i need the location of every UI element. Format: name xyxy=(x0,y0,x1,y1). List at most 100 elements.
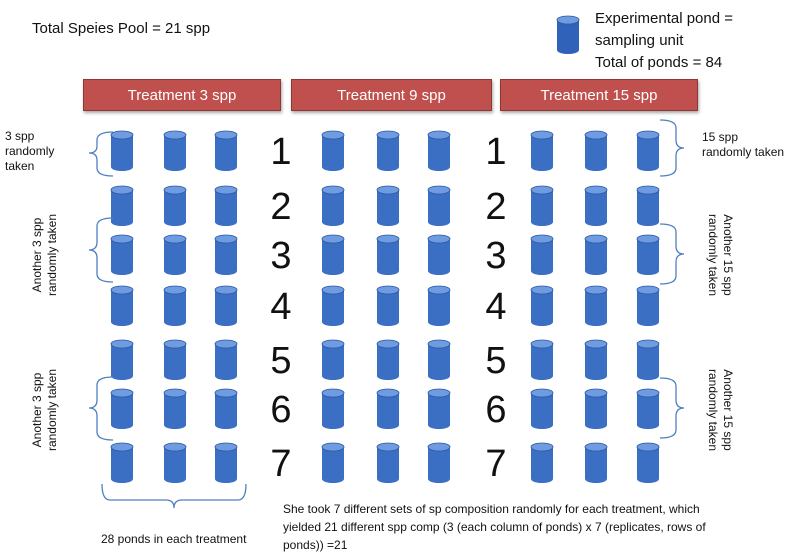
pond-t3-r6-c1 xyxy=(530,388,554,430)
pond-t1-r5-c1 xyxy=(110,339,134,381)
pond-t1-r3-c2 xyxy=(163,234,187,276)
pond-t2-r6-c3 xyxy=(427,388,451,430)
left-bot-line-2: randomly taken xyxy=(45,368,59,452)
pond-t2-r3-c3 xyxy=(427,234,451,276)
pond-t1-r1-c3 xyxy=(214,130,238,172)
row-number-4: 4 xyxy=(270,286,292,328)
pond-t1-r4-c2 xyxy=(163,285,187,327)
pond-t3-r3-c1 xyxy=(530,234,554,276)
pond-t2-r4-c3 xyxy=(427,285,451,327)
pond-t2-r1-c3 xyxy=(427,130,451,172)
pond-t1-r3-c3 xyxy=(214,234,238,276)
left-top-line-2: taken xyxy=(5,159,35,173)
pond-t3-r2-c2 xyxy=(584,185,608,227)
pond-t3-r2-c3 xyxy=(636,185,660,227)
pond-t1-r5-c3 xyxy=(214,339,238,381)
pond-t3-r1-c2 xyxy=(584,130,608,172)
pond-t3-r4-c3 xyxy=(636,285,660,327)
pond-t2-r4-c2 xyxy=(376,285,400,327)
treatment-3spp-header: Treatment 3 spp xyxy=(83,79,281,111)
right-top-line-2: randomly taken xyxy=(702,145,785,159)
pond-t1-r2-c1 xyxy=(110,185,134,227)
pond-t3-r3-c3 xyxy=(636,234,660,276)
pond-t1-r4-c1 xyxy=(110,285,134,327)
legend-line-3: Total of ponds = 84 xyxy=(595,54,723,71)
pond-t1-r7-c3 xyxy=(214,442,238,484)
right-top-bracket xyxy=(659,119,685,177)
pond-t3-r5-c3 xyxy=(636,339,660,381)
pond-t3-r3-c2 xyxy=(584,234,608,276)
pond-t1-r7-c2 xyxy=(163,442,187,484)
left-top-bracket xyxy=(88,131,114,177)
pond-t3-r1-c1 xyxy=(530,130,554,172)
pond-t3-r4-c1 xyxy=(530,285,554,327)
right-bot-line-2: randomly taken xyxy=(706,368,720,452)
left-bot-line-1: Another 3 spp xyxy=(30,372,44,448)
pond-t3-r7-c3 xyxy=(636,442,660,484)
row-number-2: 2 xyxy=(485,186,507,228)
row-number-3: 3 xyxy=(270,235,292,277)
pond-t1-r4-c3 xyxy=(214,285,238,327)
row-number-6: 6 xyxy=(270,389,292,431)
row-number-3: 3 xyxy=(485,235,507,277)
right-mid-line-1: Another 15 spp xyxy=(721,214,735,296)
legend-pond-icon xyxy=(556,15,580,55)
bottom-explanation-line-1: She took 7 different sets of sp composit… xyxy=(283,502,700,516)
pond-t1-r5-c2 xyxy=(163,339,187,381)
pond-t2-r5-c1 xyxy=(321,339,345,381)
row-number-2: 2 xyxy=(270,186,292,228)
pond-t3-r7-c2 xyxy=(584,442,608,484)
left-mid-line-1: Another 3 spp xyxy=(30,217,44,293)
bottom-explanation-line-3: ponds)) =21 xyxy=(283,538,348,552)
row-number-7: 7 xyxy=(270,443,292,485)
legend-text: Experimental pond = sampling unit Total … xyxy=(595,8,733,74)
left-mid-bracket xyxy=(88,217,114,283)
left-mid-line-2: randomly taken xyxy=(45,213,59,297)
row-number-6: 6 xyxy=(485,389,507,431)
pond-t3-r6-c2 xyxy=(584,388,608,430)
legend-line-1: Experimental pond = xyxy=(595,10,734,27)
pond-t2-r1-c2 xyxy=(376,130,400,172)
pond-t1-r2-c2 xyxy=(163,185,187,227)
pond-t1-r6-c2 xyxy=(163,388,187,430)
right-bot-line-1: Another 15 spp xyxy=(721,369,735,451)
left-top-line-1: 3 spp randomly xyxy=(5,129,55,158)
bottom-explanation-line-2: yielded 21 different spp comp (3 (each c… xyxy=(283,520,706,534)
pond-cylinder-icon xyxy=(556,15,580,54)
pond-t2-r6-c1 xyxy=(321,388,345,430)
right-top-line-1: 15 spp xyxy=(702,130,739,144)
left-mid-annotation: Another 3 spp randomly taken xyxy=(30,200,60,310)
pond-t2-r2-c3 xyxy=(427,185,451,227)
left-bot-annotation: Another 3 spp randomly taken xyxy=(30,355,60,465)
pond-t2-r4-c1 xyxy=(321,285,345,327)
pond-t3-r6-c3 xyxy=(636,388,660,430)
pond-t2-r6-c2 xyxy=(376,388,400,430)
right-mid-annotation: Another 15 spp randomly taken xyxy=(705,200,735,310)
pond-t3-r5-c2 xyxy=(584,339,608,381)
pond-t2-r5-c3 xyxy=(427,339,451,381)
bottom-bracket xyxy=(101,483,247,509)
pond-t3-r4-c2 xyxy=(584,285,608,327)
pond-t1-r1-c1 xyxy=(110,130,134,172)
left-top-annotation: 3 spp randomly taken xyxy=(5,129,85,174)
row-number-7: 7 xyxy=(485,443,507,485)
pond-t3-r1-c3 xyxy=(636,130,660,172)
right-mid-line-2: randomly taken xyxy=(706,213,720,297)
pond-t2-r7-c1 xyxy=(321,442,345,484)
legend-line-2: sampling unit xyxy=(595,32,684,49)
row-number-1: 1 xyxy=(485,131,507,173)
pond-t1-r1-c2 xyxy=(163,130,187,172)
row-number-5: 5 xyxy=(485,340,507,382)
right-bot-bracket xyxy=(659,377,685,439)
row-number-4: 4 xyxy=(485,286,507,328)
right-mid-bracket xyxy=(659,223,685,285)
pond-t1-r6-c1 xyxy=(110,388,134,430)
pond-t2-r3-c2 xyxy=(376,234,400,276)
left-bot-bracket xyxy=(88,376,114,441)
right-top-annotation: 15 spp randomly taken xyxy=(702,130,802,160)
treatment-15spp-header: Treatment 15 spp xyxy=(500,79,698,111)
pond-t1-r7-c1 xyxy=(110,442,134,484)
ponds-per-treatment-label: 28 ponds in each treatment xyxy=(101,532,247,546)
row-number-1: 1 xyxy=(270,131,292,173)
